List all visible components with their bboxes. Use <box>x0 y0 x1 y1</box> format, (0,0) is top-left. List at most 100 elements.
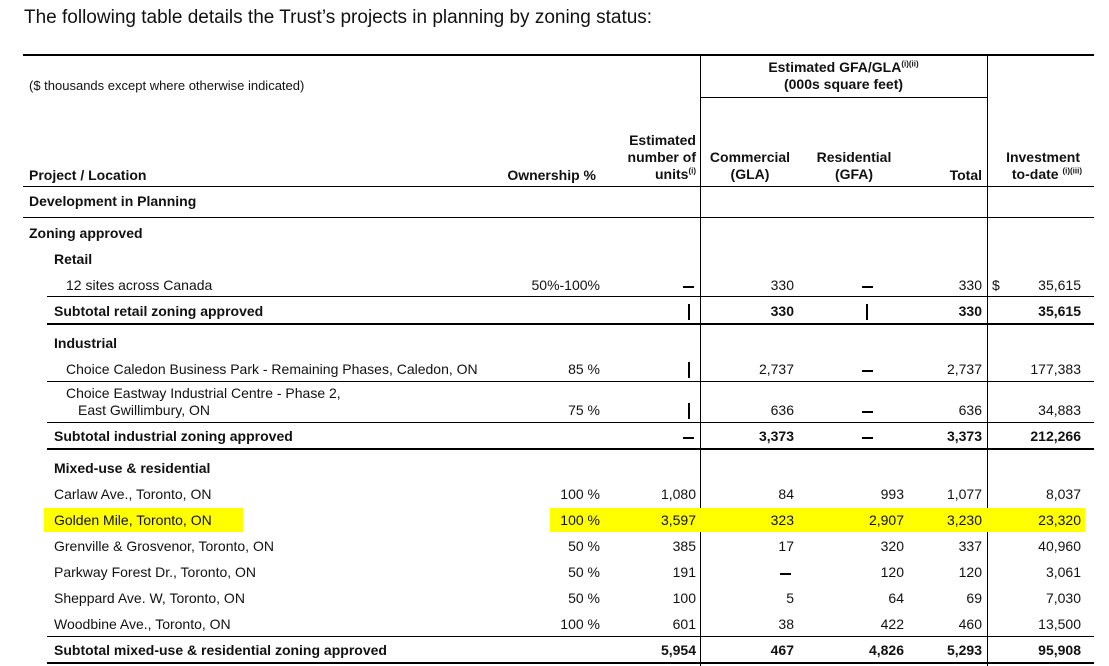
mixed-subtotal-label: Subtotal mixed-use & residential zoning … <box>54 642 387 658</box>
mixed-investment: 13,500 <box>1038 616 1081 632</box>
mixed-subtotal-investment: 95,908 <box>1038 642 1081 658</box>
industrial-subtotal-commercial: 3,373 <box>758 428 794 444</box>
mixed-investment: 3,061 <box>1045 564 1081 580</box>
mixed-residential: 64 <box>888 590 904 606</box>
retail-ownership: 50%-100% <box>531 277 601 293</box>
mixed-ownership: 100 % <box>560 486 600 502</box>
ownership-column-header: Ownership % <box>507 167 596 183</box>
retail-investment: 35,615 <box>1038 277 1081 293</box>
mixed-units: 601 <box>672 616 696 632</box>
mixed-total: 337 <box>958 538 982 554</box>
mixed-total: 3,230 <box>946 512 982 528</box>
gfa-header-rule <box>700 97 987 98</box>
section-industrial: Industrial <box>54 335 118 351</box>
mixed-investment: 23,320 <box>1038 512 1081 528</box>
gfa-header-units: (000s square feet) <box>783 76 904 92</box>
mixed-total: 120 <box>958 564 982 580</box>
mixed-project: Parkway Forest Dr., Toronto, ON <box>54 564 257 580</box>
mixed-residential: 120 <box>880 564 904 580</box>
residential-header-2: (GFA) <box>834 166 874 182</box>
mixed-commercial: 323 <box>770 512 794 528</box>
gfa-header: Estimated GFA/GLA(i)(ii) <box>768 59 919 75</box>
dash-placeholder <box>683 286 694 288</box>
investment-header-1: Investment <box>1006 149 1080 165</box>
section-zoning: Zoning approved <box>29 225 143 241</box>
industrial-investment: 34,883 <box>1038 402 1081 418</box>
retail-subtotal-total: 330 <box>958 303 982 319</box>
retail-total: 330 <box>958 277 982 293</box>
retail-project: 12 sites across Canada <box>66 277 213 293</box>
dash-placeholder <box>862 286 873 288</box>
row-rule <box>47 381 1094 382</box>
mixed-project: Woodbine Ave., Toronto, ON <box>54 616 231 632</box>
mixed-commercial: 84 <box>778 486 794 502</box>
row-rule <box>47 422 1094 423</box>
retail-commercial: 330 <box>770 277 794 293</box>
industrial-ownership: 75 % <box>568 402 600 418</box>
column-divider <box>987 56 988 666</box>
industrial-commercial: 2,737 <box>758 361 794 377</box>
mixed-units: 191 <box>672 564 696 580</box>
residential-header-1: Residential <box>816 149 892 165</box>
mixed-units: 3,597 <box>660 512 696 528</box>
dash-placeholder <box>688 362 690 378</box>
mixed-project: Sheppard Ave. W, Toronto, ON <box>54 590 245 606</box>
dash-placeholder <box>866 304 868 320</box>
currency-symbol: $ <box>992 277 1000 293</box>
investment-header-2: to-date (i)(iii) <box>1011 166 1082 182</box>
industrial-project: Choice Caledon Business Park - Remaining… <box>66 361 478 377</box>
mixed-residential: 422 <box>880 616 904 632</box>
industrial-investment: 177,383 <box>1030 361 1081 377</box>
mixed-total: 69 <box>966 590 982 606</box>
mixed-subtotal-total: 5,293 <box>946 642 982 658</box>
row-rule <box>47 296 1094 297</box>
mixed-investment: 7,030 <box>1045 590 1081 606</box>
row-rule <box>47 636 1094 637</box>
highlight-project <box>44 508 243 532</box>
mixed-subtotal-units: 5,954 <box>660 642 696 658</box>
mixed-project: Golden Mile, Toronto, ON <box>54 512 212 528</box>
mixed-units: 100 <box>672 590 696 606</box>
section-development: Development in Planning <box>29 193 197 209</box>
dash-placeholder <box>780 573 791 575</box>
header-rule <box>23 186 1094 187</box>
mixed-residential: 320 <box>880 538 904 554</box>
mixed-ownership: 100 % <box>560 616 600 632</box>
dash-placeholder <box>688 304 690 320</box>
commercial-header-2: (GLA) <box>730 166 770 182</box>
column-divider <box>700 56 701 666</box>
mixed-ownership: 50 % <box>568 538 600 554</box>
units-header-1: Estimated <box>629 132 696 148</box>
mixed-investment: 8,037 <box>1045 486 1081 502</box>
dash-placeholder <box>862 437 873 439</box>
industrial-total: 2,737 <box>946 361 982 377</box>
mixed-ownership: 50 % <box>568 564 600 580</box>
mixed-commercial: 17 <box>778 538 794 554</box>
industrial-project-location: East Gwillimbury, ON <box>78 402 210 418</box>
section-retail: Retail <box>54 251 93 267</box>
mixed-investment: 40,960 <box>1038 538 1081 554</box>
units-header-2: number of <box>627 149 696 165</box>
subtotal-rule <box>47 448 1094 450</box>
units-header-3: units(i) <box>654 166 696 182</box>
mixed-ownership: 50 % <box>568 590 600 606</box>
section-mixed-use: Mixed-use & residential <box>54 460 211 476</box>
mixed-subtotal-residential: 4,826 <box>868 642 904 658</box>
mixed-units: 385 <box>672 538 696 554</box>
mixed-residential: 2,907 <box>868 512 904 528</box>
retail-subtotal-label: Subtotal retail zoning approved <box>54 303 264 319</box>
subtotal-rule <box>47 662 1094 664</box>
commercial-header-1: Commercial <box>709 149 791 165</box>
total-column-header: Total <box>949 167 982 183</box>
retail-subtotal-investment: 35,615 <box>1038 303 1081 319</box>
mixed-ownership: 100 % <box>560 512 600 528</box>
mixed-residential: 993 <box>880 486 904 502</box>
mixed-units: 1,080 <box>660 486 696 502</box>
mixed-total: 460 <box>958 616 982 632</box>
industrial-total: 636 <box>958 402 982 418</box>
row-rule <box>23 217 1094 218</box>
subtotal-rule <box>47 323 1094 325</box>
mixed-subtotal-commercial: 467 <box>770 642 794 658</box>
dash-placeholder <box>683 437 694 439</box>
table-top-rule <box>23 54 1094 56</box>
